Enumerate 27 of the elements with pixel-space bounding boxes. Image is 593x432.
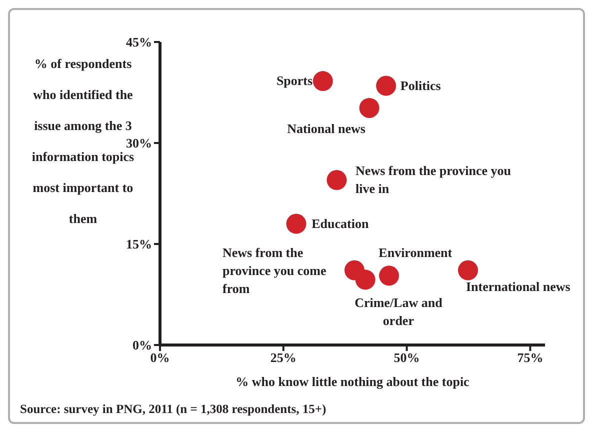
annotation: Environment xyxy=(378,244,454,262)
point xyxy=(359,98,380,118)
x-tick-label: 50% xyxy=(394,350,420,366)
point xyxy=(326,170,347,190)
point xyxy=(458,260,478,280)
x-axis-title: % who know little nothing about the topic xyxy=(236,374,470,389)
annotation: News from the province you come from xyxy=(222,244,328,298)
annotation: International news xyxy=(465,278,572,296)
annotation: News from the province you live in xyxy=(356,162,512,198)
point xyxy=(379,266,400,286)
point xyxy=(355,270,376,290)
y-tick-label: 30% xyxy=(126,136,152,151)
x-tick-label: 75% xyxy=(517,350,544,366)
annotation: Crime/Law and order xyxy=(354,294,444,330)
y-tick-label: 15% xyxy=(126,236,152,252)
source-note: Source: survey in PNG, 2011 (n = 1,308 respondents, 15+) xyxy=(20,402,326,417)
annotation: Sports xyxy=(275,72,313,90)
point xyxy=(312,71,333,92)
y-tick-label: 0% xyxy=(132,338,152,353)
x-tick-label: 25% xyxy=(270,350,296,366)
x-tick-label: 0% xyxy=(150,350,170,366)
point xyxy=(286,214,306,234)
point xyxy=(376,76,396,96)
y-tick-label: 45% xyxy=(126,34,152,50)
annotation: Politics xyxy=(400,76,442,95)
annotation: National news xyxy=(286,120,366,138)
annotation: Education xyxy=(312,214,370,233)
